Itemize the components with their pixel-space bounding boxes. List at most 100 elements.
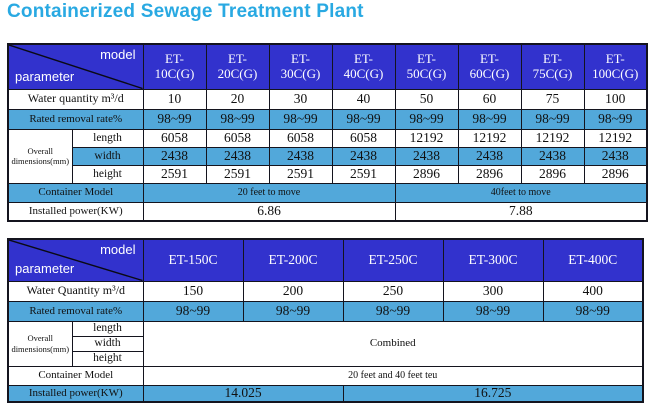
width-value: 2438	[520, 146, 585, 166]
height-value: 2896	[394, 164, 459, 184]
width-value: 2438	[142, 146, 207, 166]
model-header: ET- 20C(G)	[205, 43, 270, 90]
length-value: 12192	[520, 128, 585, 148]
height-value: 2896	[583, 164, 648, 184]
rated-removal-label: Rated removal rate%	[7, 108, 144, 130]
water-quantity-value: 60	[457, 88, 522, 110]
length-value: 6058	[205, 128, 270, 148]
width-label: width	[71, 335, 144, 352]
length-value: 12192	[457, 128, 522, 148]
model-line1: ET-	[416, 51, 437, 67]
model-header: ET-400C	[542, 238, 644, 282]
model-line2: 100C(G)	[592, 65, 639, 81]
water-quantity-value: 150	[142, 280, 244, 302]
model-line1: ET-	[164, 51, 185, 67]
width-value: 2438	[394, 146, 459, 166]
water-quantity-value: 30	[268, 88, 333, 110]
model-line2: 75C(G)	[532, 65, 573, 81]
diagonal-divider-icon	[9, 240, 143, 281]
installed-power-value: 6.86	[142, 201, 396, 222]
model-header: ET- 50C(G)	[394, 43, 459, 90]
spec-table-small-models: model parameter ET- 10C(G) ET- 20C(G) ET…	[7, 43, 648, 222]
page-title: Containerized Sewage Treatment Plant	[7, 1, 364, 22]
model-line2: 60C(G)	[469, 65, 510, 81]
height-value: 2591	[268, 164, 333, 184]
width-value: 2438	[268, 146, 333, 166]
rated-removal-value: 98~99	[205, 108, 270, 130]
water-quantity-label: Water quantity m³/d	[7, 88, 144, 110]
water-quantity-value: 200	[242, 280, 344, 302]
model-header: ET- 60C(G)	[457, 43, 522, 90]
rated-removal-value: 98~99	[331, 108, 396, 130]
length-value: 12192	[394, 128, 459, 148]
diagonal-divider-icon	[9, 45, 143, 89]
corner-model-label: model	[100, 242, 136, 257]
installed-power-value: 7.88	[394, 201, 648, 222]
height-value: 2591	[142, 164, 207, 184]
height-label: height	[71, 164, 144, 184]
corner-parameter-label: parameter	[15, 261, 75, 277]
length-value: 6058	[142, 128, 207, 148]
dimensions-combined-value: Combined	[142, 320, 644, 367]
model-header: ET- 75C(G)	[520, 43, 585, 90]
width-value: 2438	[457, 146, 522, 166]
model-header: ET-150C	[142, 238, 244, 282]
length-value: 12192	[583, 128, 648, 148]
model-header: ET- 40C(G)	[331, 43, 396, 90]
installed-power-label: Installed power(KW)	[7, 384, 144, 403]
model-line1: ET-	[290, 51, 311, 67]
container-model-value: 20 feet to move	[142, 182, 396, 203]
water-quantity-value: 100	[583, 88, 648, 110]
corner-parameter-label: parameter	[15, 69, 75, 85]
water-quantity-label: Water Quantity m³/d	[7, 280, 144, 302]
rated-removal-value: 98~99	[520, 108, 585, 130]
water-quantity-value: 40	[331, 88, 396, 110]
installed-power-label: Installed power(KW)	[7, 201, 144, 222]
height-label: height	[71, 350, 144, 367]
length-value: 6058	[331, 128, 396, 148]
height-value: 2896	[520, 164, 585, 184]
model-line1: ET-	[353, 51, 374, 67]
model-header: ET-200C	[242, 238, 344, 282]
model-line1: ET-	[542, 51, 563, 67]
model-line2: 40C(G)	[343, 65, 384, 81]
length-label: length	[71, 128, 144, 148]
water-quantity-value: 250	[342, 280, 444, 302]
rated-removal-value: 98~99	[394, 108, 459, 130]
rated-removal-value: 98~99	[342, 300, 444, 322]
container-model-label: Container Model	[7, 182, 144, 203]
rated-removal-value: 98~99	[542, 300, 644, 322]
rated-removal-value: 98~99	[442, 300, 544, 322]
rated-removal-value: 98~99	[142, 108, 207, 130]
rated-removal-value: 98~99	[583, 108, 648, 130]
length-value: 6058	[268, 128, 333, 148]
height-value: 2591	[331, 164, 396, 184]
spec-table-large-models: model parameter ET-150C ET-200C ET-250C …	[7, 238, 644, 403]
model-header: ET-300C	[442, 238, 544, 282]
water-quantity-value: 300	[442, 280, 544, 302]
rated-removal-value: 98~99	[268, 108, 333, 130]
corner-header: model parameter	[7, 238, 144, 282]
model-line2: 30C(G)	[280, 65, 321, 81]
installed-power-value: 16.725	[342, 384, 644, 403]
rated-removal-value: 98~99	[142, 300, 244, 322]
model-header: ET- 30C(G)	[268, 43, 333, 90]
water-quantity-value: 75	[520, 88, 585, 110]
rated-removal-value: 98~99	[242, 300, 344, 322]
model-header: ET-250C	[342, 238, 444, 282]
model-header: ET- 10C(G)	[142, 43, 207, 90]
model-line2: 20C(G)	[217, 65, 258, 81]
corner-header: model parameter	[7, 43, 144, 90]
model-line1: ET-	[227, 51, 248, 67]
length-label: length	[71, 320, 144, 337]
container-model-value: 20 feet and 40 feet teu	[142, 365, 644, 386]
water-quantity-value: 400	[542, 280, 644, 302]
width-value: 2438	[331, 146, 396, 166]
water-quantity-value: 50	[394, 88, 459, 110]
model-line2: 10C(G)	[154, 65, 195, 81]
overall-dimensions-label: Overall dimensions(mm)	[7, 128, 73, 184]
model-header: ET- 100C(G)	[583, 43, 648, 90]
container-model-label: Container Model	[7, 365, 144, 386]
container-model-value: 40feet to move	[394, 182, 648, 203]
